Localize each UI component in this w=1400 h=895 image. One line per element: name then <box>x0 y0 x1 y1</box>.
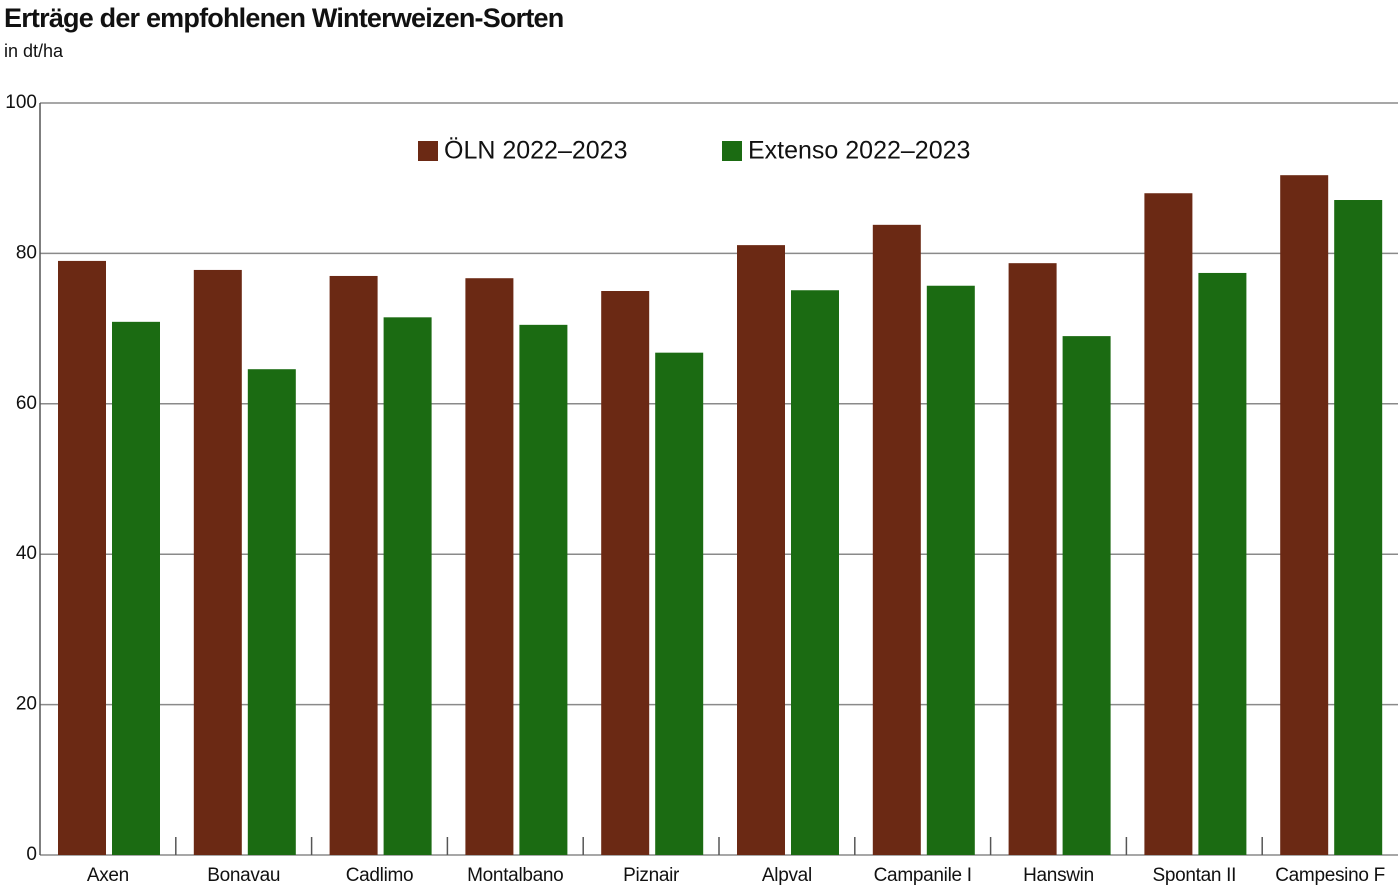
bar <box>1334 200 1383 855</box>
legend-swatch <box>722 141 742 161</box>
y-tick-label: 100 <box>5 92 37 113</box>
legend-label: Extenso 2022–2023 <box>748 137 970 165</box>
y-tick-label: 20 <box>16 694 37 715</box>
x-tick-label: Alpval <box>762 865 812 886</box>
bar <box>926 285 975 856</box>
bar <box>519 324 568 856</box>
bar <box>1144 193 1193 856</box>
x-tick-label: Cadlimo <box>346 865 414 886</box>
bar <box>601 291 650 855</box>
legend-swatch <box>418 141 438 161</box>
bar <box>737 245 785 856</box>
y-tick-label: 60 <box>16 393 37 414</box>
bar <box>1198 272 1247 855</box>
y-tick-label: 40 <box>16 543 37 564</box>
bar <box>112 321 160 855</box>
x-tick-label: Hanswin <box>1023 865 1094 886</box>
bar <box>329 275 378 856</box>
chart-subtitle: in dt/ha <box>4 41 64 61</box>
bar <box>1062 336 1111 855</box>
legend-label: ÖLN 2022–2023 <box>444 137 627 165</box>
x-tick-label: Bonavau <box>207 865 280 886</box>
bar <box>872 224 921 856</box>
bar <box>1280 175 1329 855</box>
bar <box>465 278 514 855</box>
x-tick-label: Montalbano <box>467 865 563 886</box>
x-tick-label: Axen <box>87 865 129 886</box>
x-tick-label: Campesino F <box>1275 865 1385 886</box>
bar <box>58 260 106 855</box>
bar <box>655 352 704 855</box>
bar <box>383 317 432 855</box>
y-tick-label: 80 <box>16 242 37 263</box>
bar <box>1008 263 1057 855</box>
bar <box>193 269 242 856</box>
bar <box>791 290 839 855</box>
x-tick-label: Piznair <box>623 865 680 886</box>
bar <box>247 369 296 855</box>
y-tick-label: 0 <box>26 844 37 865</box>
x-tick-label: Campanile I <box>874 865 972 886</box>
chart-title: Erträge der empfohlenen Winterweizen-Sor… <box>4 3 563 33</box>
x-tick-label: Spontan II <box>1152 865 1236 886</box>
